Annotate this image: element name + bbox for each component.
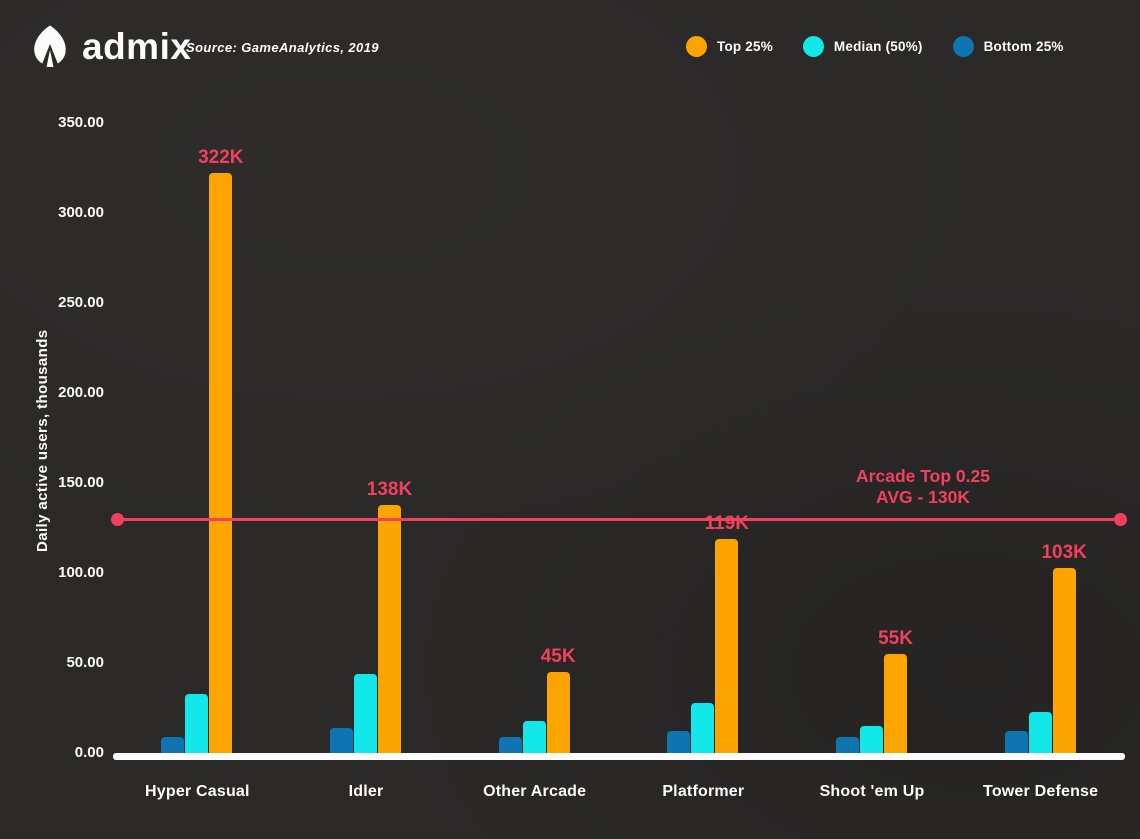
plot-area: Arcade Top 0.25 AVG - 130K 322K Hyper Cas…: [111, 123, 1127, 800]
bar-top-25-tower-defense: [1052, 567, 1076, 753]
x-axis-label-idler: Idler: [348, 783, 384, 800]
bar-top-25-other-arcade: [546, 672, 570, 753]
admix-logo-icon: [28, 24, 72, 68]
legend-dot-top-25: [686, 36, 707, 57]
x-axis-label-hyper-casual: Hyper Casual: [145, 783, 250, 800]
bar-top-25-hyper-casual: [209, 173, 233, 753]
bar-group-hyper-casual: 322K: [161, 123, 244, 753]
avg-annotation-line2: AVG - 130K: [875, 487, 970, 507]
chart-legend: Top 25% Median (50%) Bottom 25%: [686, 36, 1064, 57]
bar-group-idler: 138K: [330, 123, 412, 753]
admix-logo: admix: [28, 24, 191, 68]
bar-bottom-25-platformer: [667, 731, 691, 753]
x-axis-label-other-arcade: Other Arcade: [483, 783, 587, 800]
y-tick-label: 350.00: [58, 114, 104, 131]
bar-bottom-25-shoot-em-up: [836, 736, 859, 753]
bar-group-other-arcade: 45K: [498, 123, 576, 753]
x-axis-label-tower-defense: Tower Defense: [983, 783, 1099, 800]
source-value: GameAnalytics, 2019: [241, 40, 379, 55]
bar-median-50-shoot-em-up: [860, 726, 883, 753]
value-label-hyper-casual: 322K: [198, 147, 244, 169]
bar-median-50-hyper-casual: [185, 693, 209, 753]
bar-median-50-tower-defense: [1028, 711, 1052, 753]
bar-median-50-idler: [354, 673, 377, 753]
legend-label-median: Median (50%): [833, 39, 923, 54]
source-label: Source:: [186, 40, 238, 55]
logo-text: admix: [82, 25, 192, 67]
bar-top-25-idler: [378, 504, 401, 753]
value-label-idler: 138K: [366, 478, 413, 500]
bar-bottom-25-idler: [330, 727, 353, 753]
y-tick-label: 0.00: [74, 744, 104, 761]
legend-item-median: Median (50%): [802, 36, 923, 57]
bar-bottom-25-other-arcade: [498, 736, 522, 753]
bar-top-25-platformer: [715, 538, 739, 753]
value-label-tower-defense: 103K: [1041, 541, 1087, 563]
avg-annotation-line1: Arcade Top 0.25: [856, 466, 990, 486]
source-text: Source: GameAnalytics, 2019: [186, 40, 379, 55]
x-axis-label-shoot-em-up: Shoot 'em Up: [819, 783, 925, 800]
bar-group-platformer: 119K: [667, 123, 749, 753]
avg-line: [111, 513, 1127, 526]
legend-label-bottom-25: Bottom 25%: [983, 39, 1064, 54]
bar-bottom-25-hyper-casual: [161, 736, 185, 753]
legend-dot-bottom-25: [952, 36, 974, 57]
x-axis-label-platformer: Platformer: [662, 783, 745, 800]
bar-group-shoot-em-up: 55K: [836, 123, 913, 753]
y-tick-label: 100.00: [58, 564, 104, 581]
x-axis-baseline: [113, 753, 1125, 760]
avg-line-dot-left: [111, 513, 124, 526]
y-tick-label: 150.00: [58, 474, 104, 491]
legend-dot-median: [802, 36, 824, 57]
bar-top-25-shoot-em-up: [884, 654, 907, 753]
bar-median-50-other-arcade: [522, 720, 546, 753]
bar-bottom-25-tower-defense: [1004, 731, 1028, 753]
y-tick-label: 200.00: [58, 384, 104, 401]
avg-line-dot-right: [1114, 513, 1127, 526]
y-axis-ticks: 350.00 300.00 250.00 200.00 150.00 100.00 50.0…: [0, 0, 104, 839]
legend-item-top-25: Top 25%: [686, 36, 773, 57]
value-label-other-arcade: 45K: [540, 646, 576, 667]
bar-group-tower-defense: 103K: [1004, 123, 1087, 753]
value-label-platformer: 119K: [704, 512, 750, 534]
bar-median-50-platformer: [691, 702, 715, 753]
y-tick-label: 50.00: [66, 654, 104, 671]
legend-item-bottom-25: Bottom 25%: [952, 36, 1064, 57]
y-tick-label: 250.00: [58, 294, 104, 311]
value-label-shoot-em-up: 55K: [878, 628, 913, 649]
legend-label-top-25: Top 25%: [717, 39, 773, 54]
y-tick-label: 300.00: [58, 204, 104, 221]
avg-annotation: Arcade Top 0.25 AVG - 130K: [768, 466, 1078, 508]
